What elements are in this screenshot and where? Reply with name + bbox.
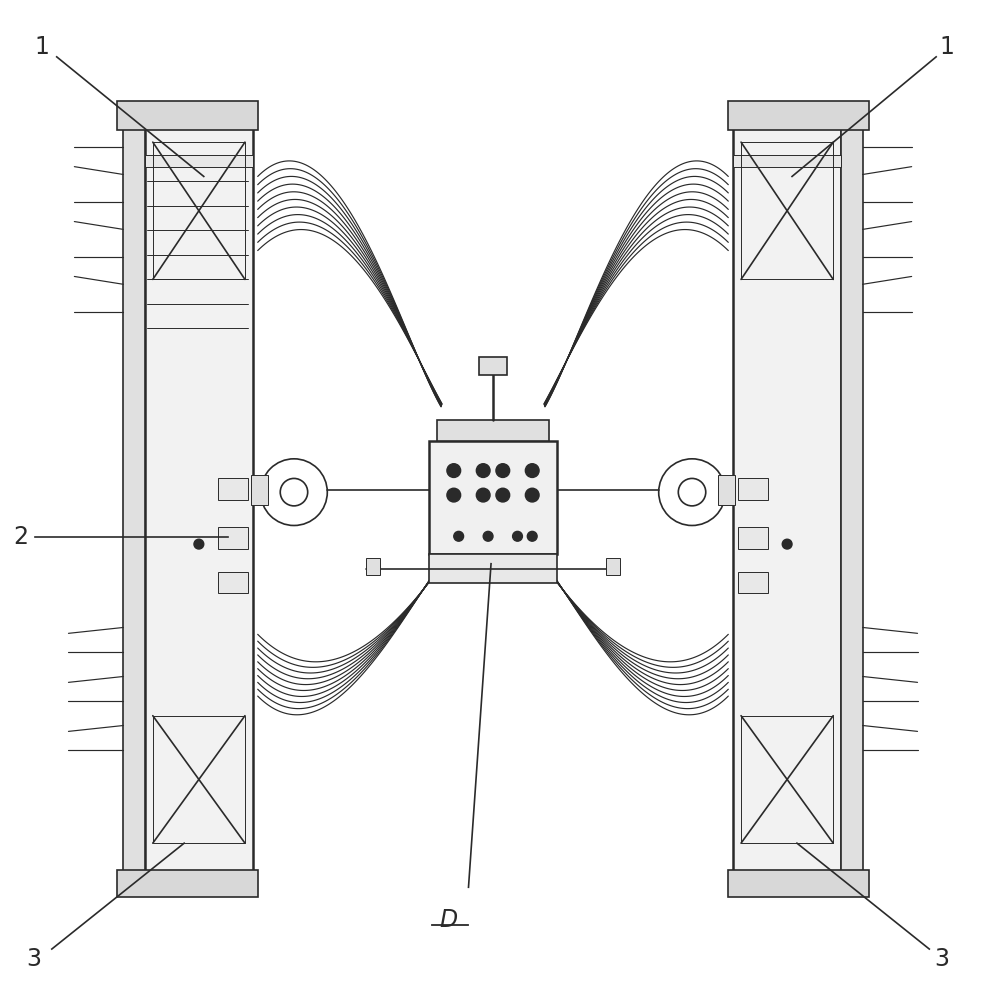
Circle shape	[447, 464, 460, 477]
Circle shape	[194, 539, 204, 549]
Circle shape	[528, 531, 537, 541]
Circle shape	[782, 539, 792, 549]
Bar	[429, 554, 557, 583]
Text: 1: 1	[940, 35, 954, 59]
Bar	[479, 357, 507, 375]
Text: D: D	[440, 908, 458, 932]
Bar	[729, 101, 869, 130]
Bar	[219, 572, 247, 593]
Bar	[429, 441, 557, 554]
Bar	[739, 527, 767, 549]
Bar	[366, 558, 381, 575]
Bar	[739, 572, 767, 593]
Bar	[605, 558, 620, 575]
Circle shape	[496, 488, 510, 502]
Bar	[145, 155, 252, 167]
Bar	[250, 475, 268, 505]
Bar	[734, 155, 841, 167]
Bar	[741, 142, 833, 279]
Bar	[841, 113, 863, 887]
Bar	[729, 870, 869, 897]
Bar	[718, 475, 736, 505]
Circle shape	[454, 531, 463, 541]
Text: 3: 3	[935, 947, 950, 971]
Circle shape	[476, 464, 490, 477]
Bar	[145, 113, 252, 887]
Bar	[219, 527, 247, 549]
Circle shape	[447, 488, 460, 502]
Bar	[117, 870, 257, 897]
Bar	[123, 113, 145, 887]
Bar	[437, 420, 549, 441]
Bar	[117, 101, 257, 130]
Text: 3: 3	[27, 947, 41, 971]
Bar	[153, 716, 245, 843]
Bar	[739, 478, 767, 500]
Text: 1: 1	[35, 35, 49, 59]
Circle shape	[526, 464, 539, 477]
Bar	[219, 478, 247, 500]
Circle shape	[513, 531, 523, 541]
Circle shape	[483, 531, 493, 541]
Circle shape	[476, 488, 490, 502]
Circle shape	[496, 464, 510, 477]
Bar	[741, 716, 833, 843]
Bar	[153, 142, 245, 279]
Text: 2: 2	[13, 525, 28, 549]
Bar	[734, 113, 841, 887]
Circle shape	[526, 488, 539, 502]
